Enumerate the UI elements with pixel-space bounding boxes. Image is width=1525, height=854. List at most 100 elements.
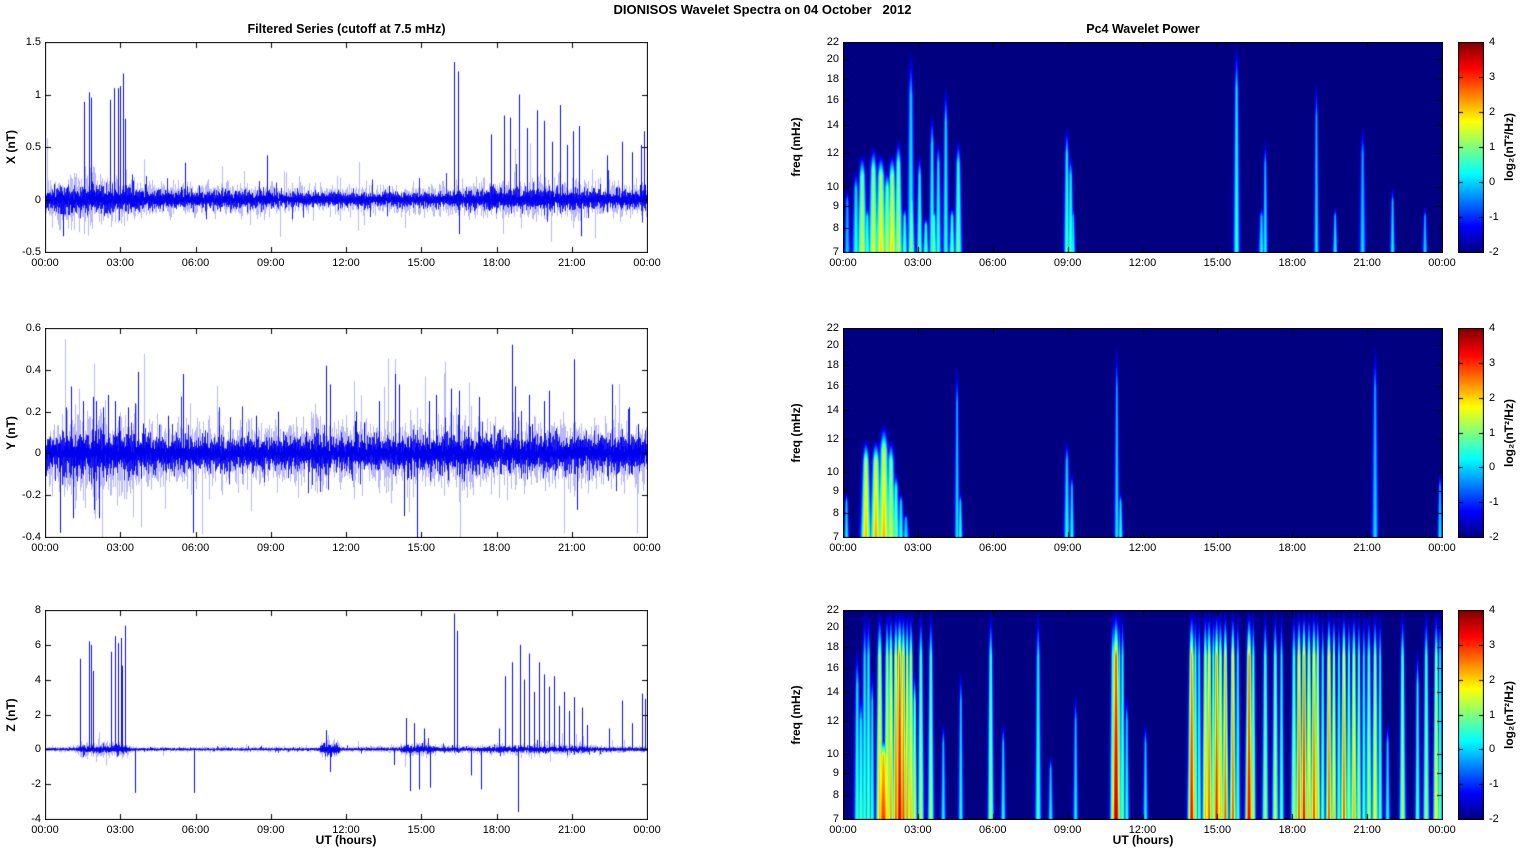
x-tick-label: 03:00: [904, 824, 932, 836]
freq-tick-label: 20: [826, 339, 839, 352]
colorbar-tick-label: 4: [1489, 604, 1496, 616]
panel-wavelet-z: [843, 610, 1443, 820]
colorbar-tick-label: -2: [1489, 246, 1499, 258]
colorbar-tick-label: 1: [1489, 708, 1496, 721]
colorbar-tick-label: 3: [1489, 356, 1496, 369]
y-tick-label: 0: [34, 193, 41, 206]
wavelet-y-plot: [843, 328, 1443, 538]
ylabel-wavelet-z: freq (mHz): [789, 685, 803, 745]
colorbar-y-canvas: [1458, 328, 1484, 538]
colorbar-tick-label: 2: [1489, 673, 1496, 686]
freq-tick-label: 14: [826, 686, 839, 699]
y-tick-label: -0.4: [22, 531, 41, 543]
y-tick-label: 6: [34, 638, 41, 651]
y-tick-label: 0.2: [25, 405, 41, 418]
ts-x-plot: [45, 42, 648, 253]
x-tick-label: 09:00: [256, 824, 285, 836]
freq-tick-label: 20: [826, 53, 839, 66]
panel-ts-x: [45, 42, 648, 253]
ylabel-ts-y: Y (nT): [4, 416, 18, 450]
panel-ts-y: [45, 328, 648, 538]
freq-tick-label: 10: [826, 747, 839, 760]
x-tick-label: 06:00: [181, 257, 210, 269]
colorbar-tick-label: 2: [1489, 391, 1496, 404]
colorbar-tick-label: -1: [1489, 778, 1499, 791]
colorbar-tick-label: -1: [1489, 211, 1499, 223]
ts-z-plot: [45, 610, 648, 820]
freq-tick-label: 12: [826, 714, 839, 727]
xlabel-right: UT (hours): [1112, 833, 1174, 847]
freq-tick-label: 8: [832, 221, 839, 234]
freq-tick-label: 10: [826, 465, 839, 478]
freq-tick-label: 7: [832, 246, 839, 258]
ts-y-plot: [45, 328, 648, 538]
panel-wavelet-y: [843, 328, 1443, 538]
x-tick-label: 15:00: [1203, 257, 1232, 269]
x-tick-label: 12:00: [1128, 824, 1157, 836]
right-column-title: Pc4 Wavelet Power: [1086, 22, 1200, 36]
x-tick-label: 00:00: [31, 542, 59, 554]
left-column-title: Filtered Series (cutoff at 7.5 mHz): [247, 22, 446, 36]
y-tick-label: -2: [31, 778, 41, 791]
x-tick-label: 00:00: [1428, 824, 1456, 836]
freq-tick-label: 7: [832, 531, 839, 543]
x-tick-label: 09:00: [1053, 824, 1082, 836]
y-tick-label: 8: [34, 604, 41, 616]
x-tick-label: 06:00: [181, 824, 210, 836]
x-tick-label: 06:00: [181, 542, 210, 554]
x-tick-label: 21:00: [1353, 824, 1381, 836]
colorbar-x: [1458, 42, 1484, 253]
x-tick-label: 12:00: [332, 257, 360, 269]
wavelet-x-plot: [843, 42, 1443, 253]
freq-tick-label: 8: [832, 506, 839, 519]
x-tick-label: 18:00: [1278, 257, 1307, 269]
y-tick-label: -0.2: [22, 489, 41, 502]
colorbar-z-canvas: [1458, 610, 1484, 820]
x-tick-label: 21:00: [557, 257, 586, 269]
colorbar-label-x: log₂(nT²/Hz): [1502, 113, 1516, 181]
freq-tick-label: 12: [826, 147, 839, 160]
colorbar-tick-label: 1: [1489, 426, 1496, 439]
x-tick-label: 21:00: [557, 542, 586, 554]
freq-tick-label: 9: [832, 199, 839, 212]
x-tick-label: 03:00: [106, 824, 135, 836]
colorbar-tick-label: 3: [1489, 638, 1496, 651]
x-tick-label: 18:00: [482, 542, 511, 554]
freq-tick-label: 14: [826, 118, 839, 131]
y-tick-label: 0: [34, 743, 41, 756]
x-tick-label: 21:00: [1353, 257, 1381, 269]
x-tick-label: 18:00: [1278, 824, 1307, 836]
x-tick-label: 00:00: [829, 542, 857, 554]
colorbar-tick-label: 4: [1489, 36, 1496, 48]
x-tick-label: 18:00: [482, 824, 511, 836]
colorbar-tick-label: 1: [1489, 141, 1496, 153]
freq-tick-label: 22: [826, 36, 839, 48]
freq-tick-label: 18: [826, 640, 839, 653]
x-tick-label: 00:00: [633, 824, 661, 836]
x-tick-label: 12:00: [332, 824, 360, 836]
freq-tick-label: 12: [826, 432, 839, 445]
x-tick-label: 09:00: [1053, 257, 1082, 269]
x-tick-label: 21:00: [557, 824, 586, 836]
colorbar-z: [1458, 610, 1484, 820]
colorbar-tick-label: 0: [1489, 743, 1496, 756]
x-tick-label: 15:00: [407, 824, 436, 836]
y-tick-label: 0: [34, 447, 41, 460]
colorbar-tick-label: -2: [1489, 813, 1499, 825]
x-tick-label: 00:00: [1428, 542, 1456, 554]
x-tick-label: 15:00: [1203, 542, 1232, 554]
y-tick-label: 0.5: [25, 141, 41, 153]
x-tick-label: 00:00: [829, 824, 857, 836]
x-tick-label: 06:00: [978, 257, 1007, 269]
x-tick-label: 09:00: [256, 542, 285, 554]
x-tick-label: 00:00: [31, 824, 59, 836]
x-tick-label: 18:00: [1278, 542, 1307, 554]
colorbar-tick-label: 4: [1489, 322, 1496, 334]
panel-wavelet-x: [843, 42, 1443, 253]
y-tick-label: 4: [34, 673, 41, 686]
panel-ts-z: [45, 610, 648, 820]
x-tick-label: 09:00: [1053, 542, 1082, 554]
x-tick-label: 12:00: [1128, 542, 1157, 554]
x-tick-label: 21:00: [1353, 542, 1381, 554]
